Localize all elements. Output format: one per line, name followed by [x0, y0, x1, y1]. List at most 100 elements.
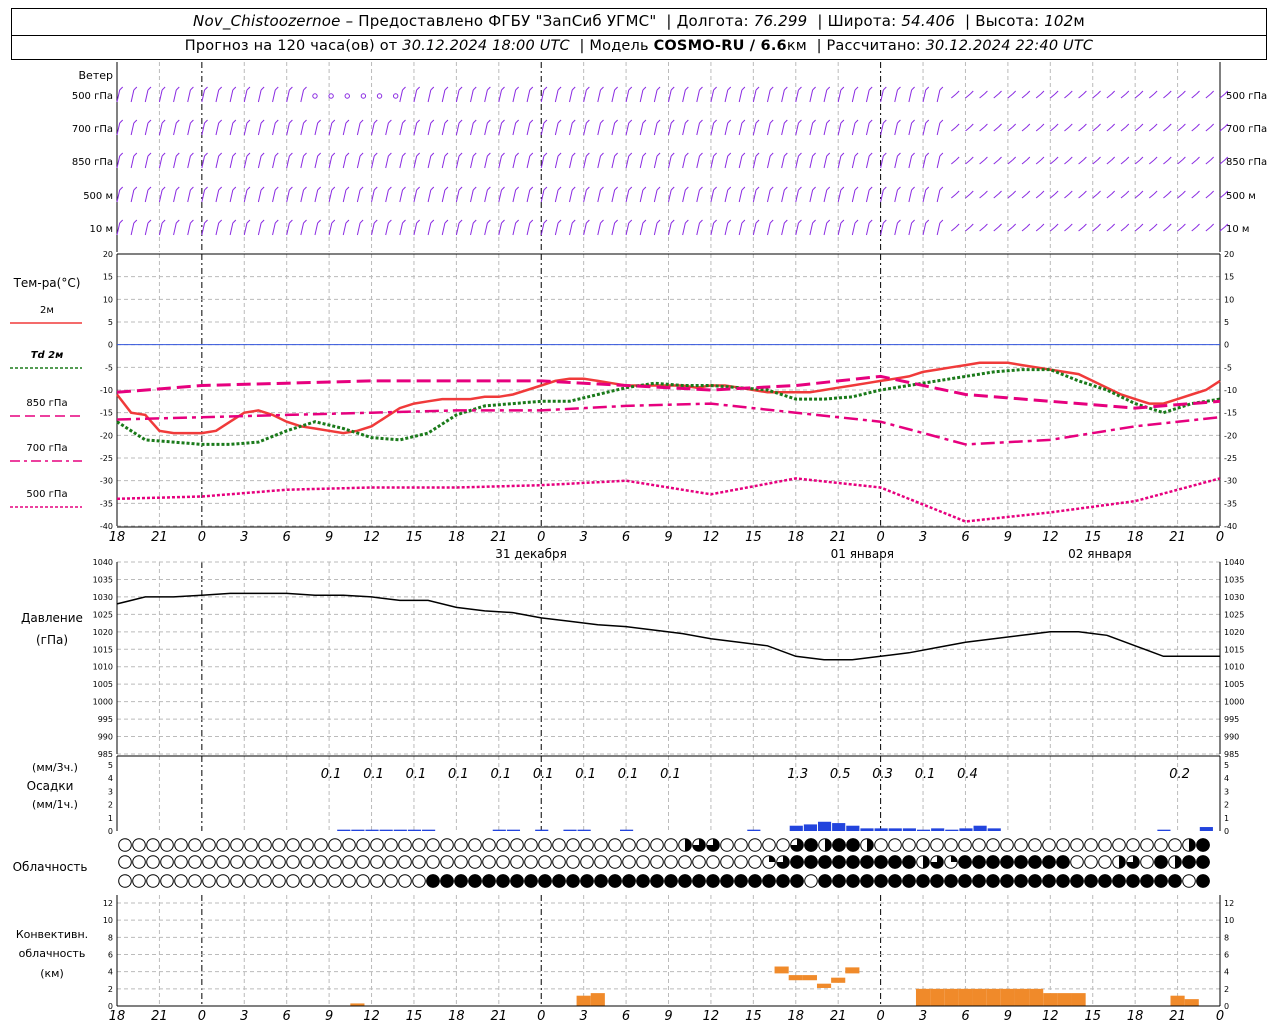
wind-barb-flag: [190, 187, 193, 190]
wind-barb: [1036, 127, 1041, 131]
wind-barb: [612, 123, 615, 135]
conv-tick-right: 4: [1224, 968, 1229, 977]
wind-barb-flag: [629, 153, 632, 156]
wind-barb-flag: [855, 220, 858, 223]
wind-barb: [1022, 227, 1027, 231]
precip-bar: [351, 830, 364, 831]
wind-barb: [315, 156, 318, 168]
temp-tick-right: -30: [1224, 477, 1237, 486]
cloud-symbol-fill: [889, 856, 902, 869]
wind-barb: [230, 123, 233, 135]
wind-barb-flag: [615, 120, 618, 123]
wind-barb: [1050, 227, 1055, 231]
temp-tick-left: -30: [100, 477, 113, 486]
wind-barb: [980, 160, 985, 164]
wind-barb-flag: [714, 187, 717, 190]
cloud-symbol: [301, 856, 314, 869]
precip-3h-label: 0.3: [872, 767, 893, 782]
wind-barb-flag: [445, 153, 448, 156]
cloud-symbol: [287, 839, 300, 852]
wind-barb-flag: [1126, 124, 1129, 127]
wind-barb-flag: [657, 120, 660, 123]
wind-barb: [895, 123, 898, 135]
wind-barb-flag: [346, 120, 349, 123]
cloud-symbol: [665, 839, 678, 852]
cloud-symbol: [1043, 839, 1056, 852]
cloud-symbol-fill: [819, 875, 832, 888]
wind-barb-flag: [897, 187, 900, 190]
wind-barb-flag: [984, 91, 987, 94]
cloud-symbol-fill: [1015, 856, 1028, 869]
wind-barb-flag: [970, 124, 973, 127]
wind-barb-flag: [1041, 191, 1044, 194]
wind-barb-flag: [869, 153, 872, 156]
wind-barb: [824, 190, 827, 202]
precip-unit-3h: (мм/3ч.): [32, 761, 78, 774]
cloud-symbol-fill: [1043, 856, 1056, 869]
pressure-tick-left: 1035: [93, 575, 113, 584]
wind-barb: [145, 223, 148, 235]
cloud-symbol: [1169, 839, 1182, 852]
wind-barb: [1093, 194, 1098, 198]
temp-axis-day-label: 31 декабря: [495, 547, 567, 561]
wind-barb: [810, 223, 813, 235]
wind-barb-flag: [544, 87, 547, 90]
precip-3h-label: 0.1: [660, 767, 681, 782]
cloud-symbol: [161, 856, 174, 869]
cloud-symbol-fill: [1189, 839, 1195, 852]
wind-barb: [909, 156, 912, 168]
wind-barb-flag: [855, 153, 858, 156]
wind-barb-flag: [1182, 124, 1185, 127]
wind-barb-flag: [1211, 91, 1214, 94]
cloud-symbol-fill: [553, 875, 566, 888]
cloud-symbol-fill: [455, 875, 468, 888]
wind-barb-flag: [1211, 191, 1214, 194]
precip-bar: [507, 830, 520, 831]
cloud-symbol-fill: [791, 875, 804, 888]
cloud-symbol-fill: [1029, 875, 1042, 888]
wind-barb: [1206, 127, 1211, 131]
cloud-title: Облачность: [13, 860, 88, 874]
wind-barb: [767, 156, 770, 168]
wind-barb-flag: [742, 187, 745, 190]
cloud-symbol: [343, 856, 356, 869]
wind-barb: [810, 123, 813, 135]
wind-barb: [965, 227, 970, 231]
cloud-symbol: [707, 856, 720, 869]
wind-barb-flag: [275, 153, 278, 156]
cloud-symbol: [371, 875, 384, 888]
conv-bar: [1185, 999, 1199, 1006]
precip-bar: [974, 826, 987, 831]
wind-barb: [1192, 94, 1197, 98]
wind-barb-flag: [572, 187, 575, 190]
wind-level-label-right: 500 м: [1226, 191, 1256, 202]
wind-barb: [1079, 160, 1084, 164]
cloud-symbol: [217, 856, 230, 869]
wind-barb: [145, 156, 148, 168]
wind-barb: [965, 194, 970, 198]
wind-barb-flag: [417, 87, 420, 90]
wind-barb-flag: [897, 87, 900, 90]
temp-tick-left: -10: [100, 386, 113, 395]
wind-barb-flag: [984, 191, 987, 194]
cloud-symbol: [1071, 856, 1084, 869]
wind-barb-flag: [1041, 224, 1044, 227]
cloud-symbol: [987, 839, 1000, 852]
cloud-symbol: [483, 856, 496, 869]
wind-barb-flag: [1154, 124, 1157, 127]
wind-barb-flag: [1154, 191, 1157, 194]
wind-barb-flag: [205, 220, 208, 223]
wind-barb: [612, 90, 615, 102]
wind-barb-flag: [1055, 224, 1058, 227]
wind-barb: [513, 156, 516, 168]
wind-barb-flag: [770, 220, 773, 223]
wind-barb-flag: [417, 153, 420, 156]
wind-barb-flag: [289, 87, 292, 90]
cloud-symbol-fill: [903, 875, 916, 888]
wind-barb-flag: [1197, 91, 1200, 94]
pressure-tick-left: 1000: [93, 698, 113, 707]
wind-barb-flag: [926, 220, 929, 223]
pressure-tick-right: 1030: [1224, 593, 1244, 602]
wind-level-label-right: 500 гПа: [1226, 91, 1267, 102]
wind-barb: [1178, 160, 1183, 164]
